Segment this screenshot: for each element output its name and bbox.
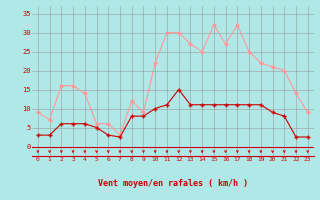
X-axis label: Vent moyen/en rafales ( km/h ): Vent moyen/en rafales ( km/h ): [98, 179, 248, 188]
